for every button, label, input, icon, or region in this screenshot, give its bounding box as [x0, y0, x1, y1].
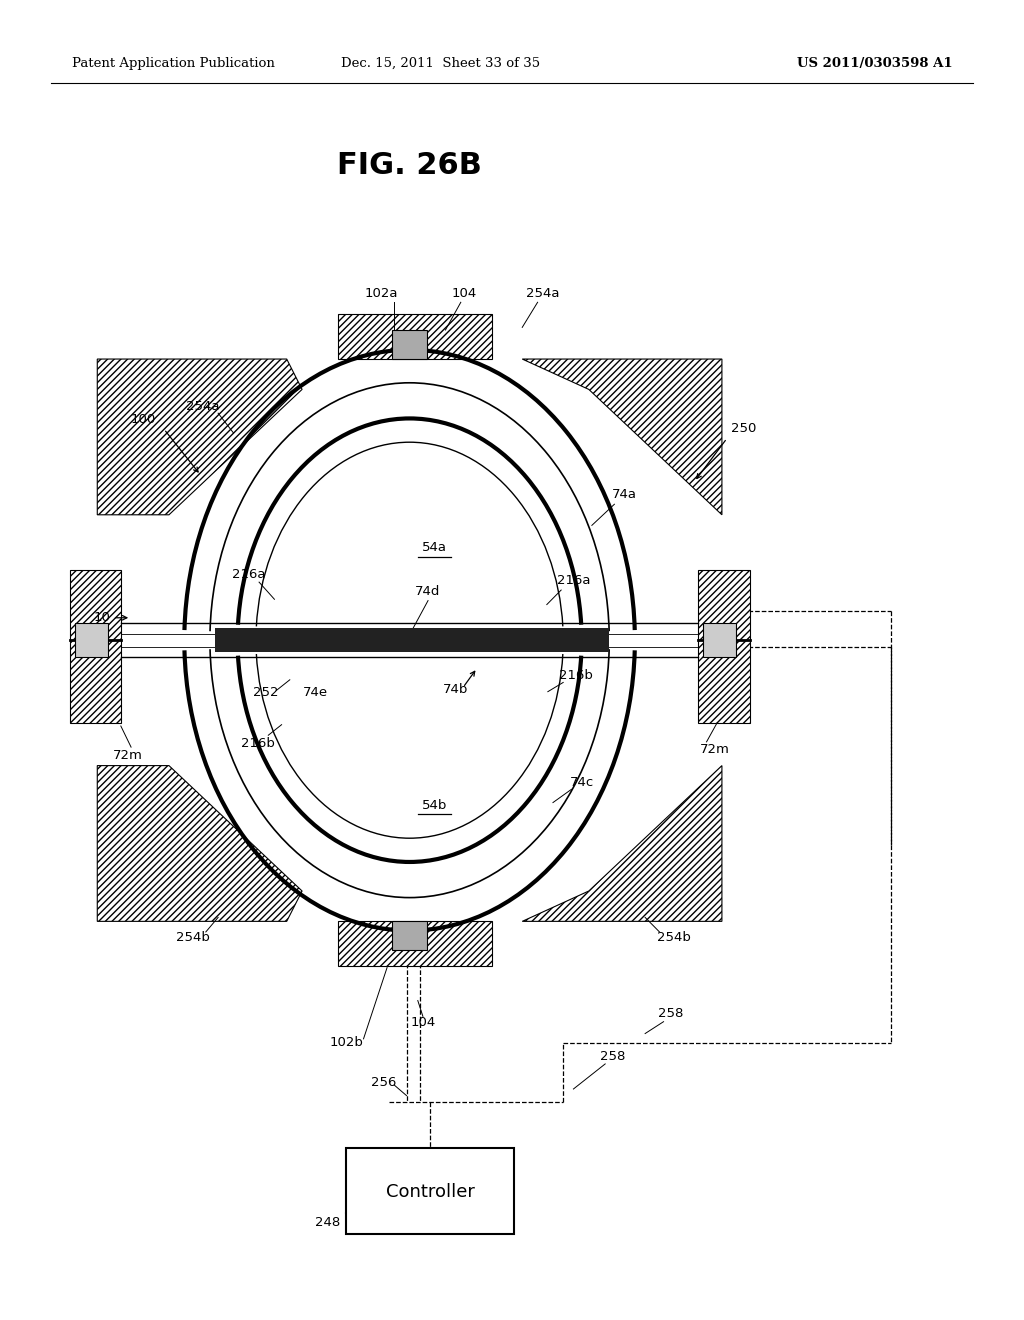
Text: US 2011/0303598 A1: US 2011/0303598 A1	[797, 57, 952, 70]
Text: 216a: 216a	[557, 574, 590, 587]
Text: Controller: Controller	[386, 1183, 474, 1201]
Bar	[75, 623, 108, 657]
Text: 254a: 254a	[186, 400, 219, 413]
Polygon shape	[70, 570, 121, 723]
Polygon shape	[338, 314, 492, 359]
Text: 74c: 74c	[569, 776, 594, 789]
Text: 54b: 54b	[422, 799, 446, 812]
Text: 72m: 72m	[699, 743, 730, 756]
Text: 74e: 74e	[303, 686, 328, 700]
Text: 216b: 216b	[558, 669, 593, 682]
Polygon shape	[698, 570, 750, 723]
Text: Patent Application Publication: Patent Application Publication	[72, 57, 274, 70]
Text: 216a: 216a	[232, 568, 265, 581]
Text: 254a: 254a	[526, 286, 559, 300]
Text: 258: 258	[658, 1007, 683, 1020]
Text: 104: 104	[411, 1016, 435, 1030]
Polygon shape	[522, 766, 722, 921]
Text: 74b: 74b	[443, 682, 468, 696]
Text: 72m: 72m	[113, 748, 143, 762]
Text: FIG. 26B: FIG. 26B	[337, 150, 482, 180]
Bar	[392, 921, 427, 950]
Text: 100: 100	[131, 413, 156, 426]
Text: 254b: 254b	[656, 931, 691, 944]
Text: 216b: 216b	[241, 737, 275, 750]
Polygon shape	[97, 766, 302, 921]
Text: 102a: 102a	[365, 286, 397, 300]
FancyBboxPatch shape	[346, 1148, 514, 1234]
Text: 74a: 74a	[612, 488, 637, 502]
Text: 102b: 102b	[329, 1036, 364, 1049]
Text: 252: 252	[254, 686, 279, 700]
Text: 248: 248	[315, 1216, 340, 1229]
Text: Dec. 15, 2011  Sheet 33 of 35: Dec. 15, 2011 Sheet 33 of 35	[341, 57, 540, 70]
Bar	[215, 628, 609, 652]
Text: 254b: 254b	[175, 931, 210, 944]
Text: 54a: 54a	[422, 541, 446, 554]
Text: 250: 250	[731, 422, 756, 436]
Text: 104: 104	[452, 286, 476, 300]
Polygon shape	[97, 359, 302, 515]
Text: 256: 256	[372, 1076, 396, 1089]
Text: 74d: 74d	[416, 585, 440, 598]
Text: 258: 258	[600, 1049, 625, 1063]
Bar	[392, 330, 427, 359]
Bar	[703, 623, 736, 657]
Polygon shape	[338, 921, 492, 966]
Polygon shape	[522, 359, 722, 515]
Text: 10: 10	[94, 611, 111, 624]
